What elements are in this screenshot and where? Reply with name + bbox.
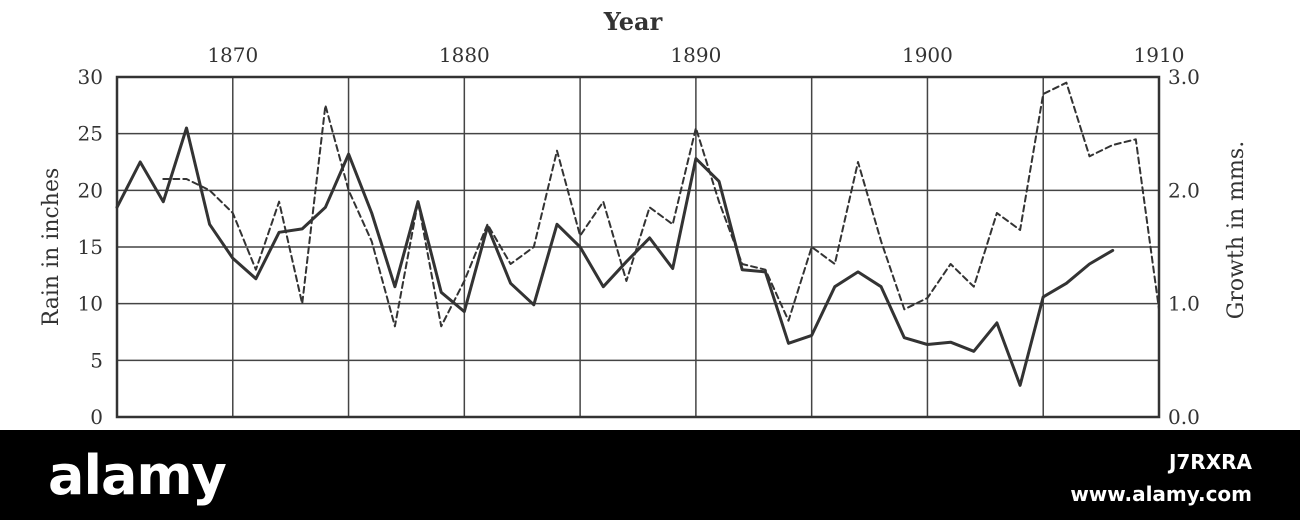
y-left-tick-label: 0 [90, 405, 103, 429]
y-left-tick-label: 15 [78, 235, 103, 259]
chart-area: 1870 1880 1890 1900 1910 0 5 10 15 20 25 30 0.0 1.0 2.… [39, 7, 1249, 429]
watermark-image-code: J7RXRA [1168, 450, 1252, 474]
x-tick-label: 1890 [670, 43, 721, 67]
rain-series-line [115, 126, 1115, 387]
y-right-tick-label: 3.0 [1168, 65, 1200, 89]
plot-frame [115, 75, 1161, 419]
rainfall-growth-chart: 1870 1880 1890 1900 1910 0 5 10 15 20 25 30 0.0 1.0 2.… [39, 7, 1249, 429]
x-tick-label: 1880 [439, 43, 490, 67]
x-tick-label: 1910 [1134, 43, 1185, 67]
watermark-bar: alamy J7RXRA www.alamy.com [0, 430, 1300, 520]
x-axis-title: Year [603, 7, 663, 36]
y-left-tick-label: 20 [78, 178, 103, 202]
y-axis-right-title: Growth in mms. [1224, 141, 1249, 319]
y-left-tick-label: 30 [78, 65, 103, 89]
series-layer [115, 81, 1160, 387]
x-tick-label: 1870 [207, 43, 258, 67]
growth-series-line [162, 81, 1160, 328]
y-right-tick-label: 0.0 [1168, 405, 1200, 429]
watermark-site: www.alamy.com [1070, 482, 1252, 506]
y-left-tick-label: 10 [78, 292, 103, 316]
y-right-tick-label: 2.0 [1168, 178, 1200, 202]
x-tick-label: 1900 [902, 43, 953, 67]
y-axis-left-title: Rain in inches [39, 168, 64, 327]
y-left-tick-label: 5 [90, 348, 103, 372]
y-left-tick-label: 25 [78, 122, 103, 146]
watermark-logo: alamy [48, 444, 227, 507]
y-right-tick-label: 1.0 [1168, 292, 1200, 316]
grid [117, 77, 1159, 417]
tick-labels: 1870 1880 1890 1900 1910 0 5 10 15 20 25 30 0.0 1.0 2.… [78, 43, 1200, 429]
